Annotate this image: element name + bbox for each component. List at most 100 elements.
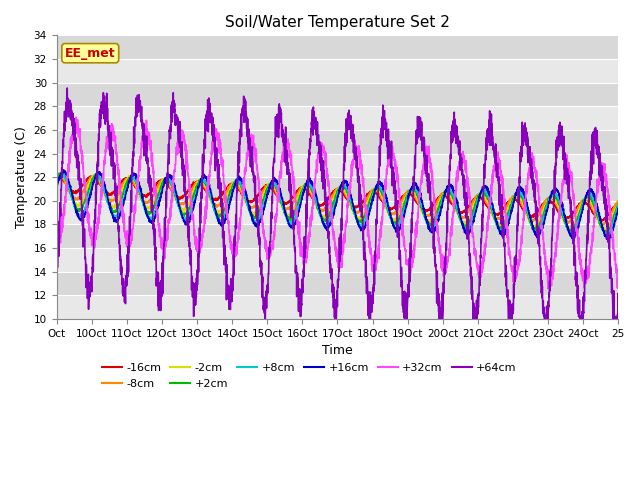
Line: +64cm: +64cm xyxy=(56,88,618,319)
+16cm xyxy=(52,184,60,190)
+32cm xyxy=(543,263,551,269)
Line: -2cm: -2cm xyxy=(56,173,618,231)
Bar xyxy=(56,201,618,225)
+2cm xyxy=(601,230,609,236)
Bar xyxy=(56,130,618,154)
Bar xyxy=(56,295,618,319)
+64cm xyxy=(604,230,612,236)
-16cm xyxy=(292,189,300,195)
-16cm xyxy=(54,171,61,177)
-2cm xyxy=(117,192,125,198)
-2cm xyxy=(600,228,608,234)
+32cm xyxy=(117,198,125,204)
+8cm xyxy=(604,230,612,236)
Bar xyxy=(56,272,618,295)
-8cm xyxy=(543,197,551,203)
-2cm xyxy=(292,199,300,205)
-16cm xyxy=(268,184,276,190)
+16cm xyxy=(604,236,611,241)
X-axis label: Time: Time xyxy=(322,344,353,357)
Bar xyxy=(56,36,618,59)
-16cm xyxy=(598,218,605,224)
+2cm xyxy=(117,196,125,202)
+2cm xyxy=(292,204,300,210)
+16cm xyxy=(614,205,622,211)
-8cm xyxy=(52,173,60,179)
-8cm xyxy=(600,222,607,228)
Bar xyxy=(56,248,618,272)
+2cm xyxy=(543,201,551,207)
+2cm xyxy=(614,202,622,207)
Line: -8cm: -8cm xyxy=(56,173,618,225)
+8cm xyxy=(602,232,610,238)
Text: EE_met: EE_met xyxy=(65,47,116,60)
-16cm xyxy=(614,203,622,208)
-2cm xyxy=(543,198,551,204)
-16cm xyxy=(117,180,125,186)
-16cm xyxy=(52,173,60,179)
+32cm xyxy=(604,186,612,192)
-2cm xyxy=(56,170,64,176)
+2cm xyxy=(150,204,158,210)
Title: Soil/Water Temperature Set 2: Soil/Water Temperature Set 2 xyxy=(225,15,450,30)
-2cm xyxy=(52,174,60,180)
+64cm xyxy=(269,200,276,206)
+64cm xyxy=(150,231,158,237)
-8cm xyxy=(150,191,158,197)
-2cm xyxy=(614,200,622,206)
-16cm xyxy=(150,185,158,191)
+8cm xyxy=(117,207,125,213)
+16cm xyxy=(292,217,300,223)
-8cm xyxy=(268,184,276,190)
+32cm xyxy=(544,286,552,292)
+32cm xyxy=(614,284,622,289)
Bar xyxy=(56,83,618,106)
+64cm xyxy=(63,85,71,91)
-8cm xyxy=(292,193,300,199)
+32cm xyxy=(52,223,60,229)
+16cm xyxy=(150,218,158,224)
Line: +2cm: +2cm xyxy=(56,172,618,233)
Bar xyxy=(56,154,618,177)
Legend: -16cm, -8cm, -2cm, +2cm, +8cm, +16cm, +32cm, +64cm: -16cm, -8cm, -2cm, +2cm, +8cm, +16cm, +3… xyxy=(98,359,521,393)
+8cm xyxy=(268,182,276,188)
Bar xyxy=(56,177,618,201)
+64cm xyxy=(117,257,125,263)
-8cm xyxy=(117,186,125,192)
-16cm xyxy=(604,213,612,219)
+8cm xyxy=(150,211,158,216)
Line: -16cm: -16cm xyxy=(56,174,618,221)
+8cm xyxy=(59,171,67,177)
+32cm xyxy=(292,213,300,218)
+16cm xyxy=(268,178,276,183)
+8cm xyxy=(614,203,622,209)
Line: +8cm: +8cm xyxy=(56,174,618,235)
-16cm xyxy=(543,197,551,203)
+2cm xyxy=(604,228,612,234)
-8cm xyxy=(55,170,63,176)
+2cm xyxy=(52,176,60,182)
Bar xyxy=(56,106,618,130)
+64cm xyxy=(52,266,60,272)
-8cm xyxy=(614,199,622,204)
+32cm xyxy=(72,115,80,120)
+64cm xyxy=(293,294,301,300)
+32cm xyxy=(268,246,276,252)
+8cm xyxy=(292,211,300,217)
+64cm xyxy=(614,312,622,318)
Line: +16cm: +16cm xyxy=(56,170,618,240)
+16cm xyxy=(605,237,612,242)
Line: +32cm: +32cm xyxy=(56,118,618,289)
-2cm xyxy=(604,225,612,231)
-2cm xyxy=(268,181,276,187)
+16cm xyxy=(543,207,551,213)
+64cm xyxy=(543,316,551,322)
+2cm xyxy=(268,180,276,186)
+2cm xyxy=(58,169,66,175)
-2cm xyxy=(150,198,158,204)
+16cm xyxy=(60,167,68,173)
-8cm xyxy=(604,216,612,222)
+8cm xyxy=(543,205,551,211)
Bar xyxy=(56,225,618,248)
+16cm xyxy=(117,210,125,216)
